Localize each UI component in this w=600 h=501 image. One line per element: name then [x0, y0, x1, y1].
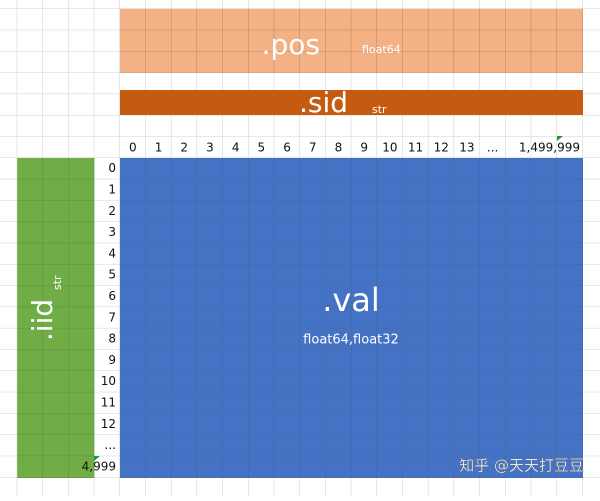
column-header: 8 [335, 141, 343, 155]
column-header: 3 [206, 141, 214, 155]
sid-dtype: str [372, 103, 387, 116]
row-header: 7 [108, 310, 116, 324]
column-header: ... [487, 141, 498, 155]
val-label: .val [322, 281, 380, 319]
column-header: 13 [459, 141, 474, 155]
column-header: 9 [360, 141, 368, 155]
row-header: 10 [101, 374, 116, 388]
iid-rotated: .iid str [26, 275, 64, 341]
column-header: 12 [434, 141, 449, 155]
row-header: 2 [108, 204, 116, 218]
val-cells [120, 158, 583, 478]
row-header: ... [105, 438, 116, 452]
row-header: 4 [108, 246, 116, 260]
column-header: 2 [180, 141, 188, 155]
pos-cells [120, 8, 583, 73]
column-header: 10 [382, 141, 397, 155]
column-header: 11 [408, 141, 423, 155]
iid-dtype: str [51, 275, 64, 290]
sid-label: .sid [299, 86, 348, 119]
row-header: 9 [108, 353, 116, 367]
iid-cells [17, 158, 95, 478]
row-header: 8 [108, 332, 116, 346]
row-header: 5 [108, 268, 116, 282]
row-header: 1 [108, 182, 116, 196]
column-header: 5 [258, 141, 266, 155]
column-header: 0 [129, 141, 137, 155]
sid-block [120, 90, 583, 115]
column-header: 4 [232, 141, 240, 155]
column-header: 1,499,999 [519, 141, 580, 155]
row-header: 6 [108, 289, 116, 303]
pos-dtype: float64 [362, 43, 401, 56]
row-header: 12 [101, 417, 116, 431]
column-header: 7 [309, 141, 317, 155]
watermark: 知乎 @天天打豆豆 [459, 457, 584, 475]
pos-label: .pos [262, 28, 320, 61]
column-header: 1 [155, 141, 163, 155]
row-header: 4,999 [82, 459, 116, 473]
val-dtype: float64,float32 [303, 333, 399, 348]
row-header: 3 [108, 225, 116, 239]
text-flag [557, 136, 563, 141]
column-header: 6 [283, 141, 291, 155]
text-flag [94, 456, 100, 461]
row-header: 11 [101, 395, 116, 409]
iid-label: .iid [26, 299, 59, 341]
row-header: 0 [108, 161, 116, 175]
